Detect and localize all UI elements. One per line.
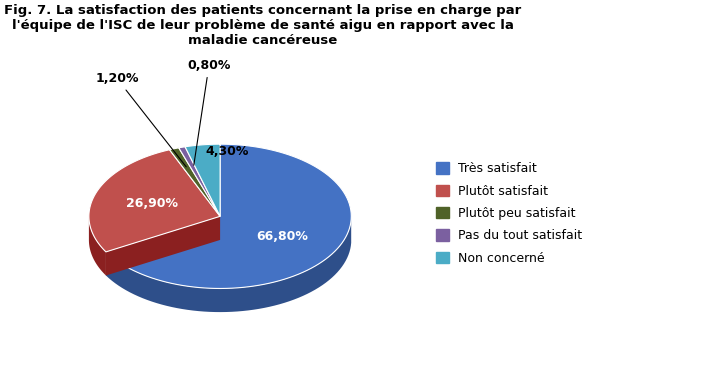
Legend: Très satisfait, Plutôt satisfait, Plutôt peu satisfait, Pas du tout satisfait, N: Très satisfait, Plutôt satisfait, Plutôt… [432,159,586,268]
Polygon shape [89,216,106,276]
Text: 4,30%: 4,30% [206,145,249,158]
Polygon shape [106,144,351,289]
Text: Fig. 7. La satisfaction des patients concernant la prise en charge par
l'équipe : Fig. 7. La satisfaction des patients con… [4,4,521,47]
Polygon shape [89,150,220,252]
Text: 1,20%: 1,20% [95,72,186,167]
Text: 0,80%: 0,80% [187,59,231,165]
Polygon shape [179,147,220,216]
Polygon shape [106,216,220,276]
Polygon shape [106,216,220,276]
Text: 26,90%: 26,90% [126,197,178,210]
Polygon shape [106,219,351,312]
Polygon shape [170,148,220,216]
Text: 66,80%: 66,80% [256,230,308,243]
Polygon shape [185,144,220,216]
